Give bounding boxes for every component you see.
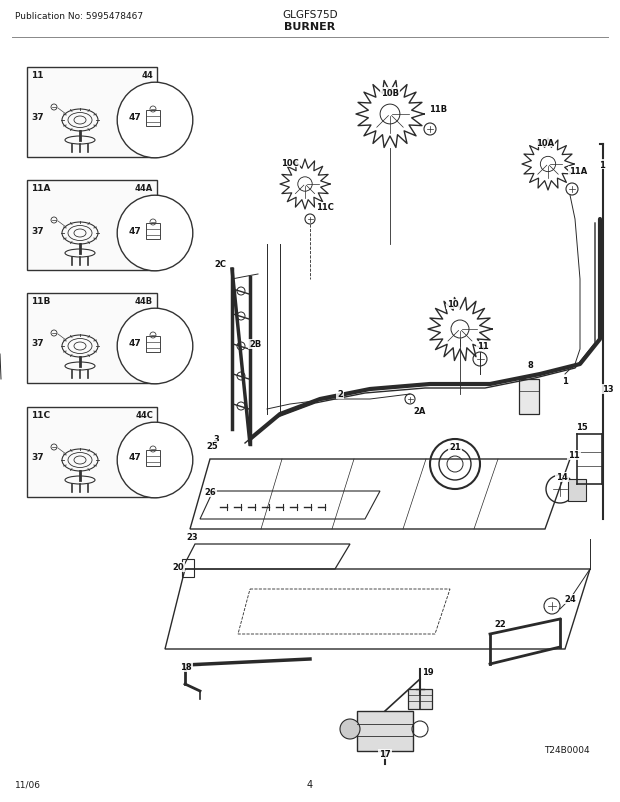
Circle shape — [237, 288, 245, 296]
Circle shape — [117, 423, 193, 498]
Bar — [27, 294, 157, 383]
Bar — [357, 711, 413, 751]
Circle shape — [117, 83, 193, 159]
Text: 47: 47 — [129, 453, 142, 462]
Text: 13: 13 — [602, 385, 614, 394]
Bar — [27, 407, 157, 497]
Text: 11C: 11C — [316, 203, 334, 213]
Text: 1: 1 — [599, 160, 605, 169]
Bar — [27, 68, 157, 158]
Bar — [182, 559, 194, 577]
Text: 47: 47 — [129, 226, 142, 235]
Text: 8: 8 — [527, 361, 533, 370]
Text: 10: 10 — [447, 300, 459, 309]
Bar — [519, 379, 539, 415]
Bar — [146, 224, 160, 240]
Text: 11: 11 — [477, 342, 489, 351]
Text: 2: 2 — [337, 390, 343, 399]
Circle shape — [237, 373, 245, 380]
Text: T24B0004: T24B0004 — [544, 745, 590, 754]
Bar — [146, 451, 160, 467]
Text: 44A: 44A — [135, 184, 153, 192]
Text: 4: 4 — [307, 779, 313, 789]
Bar — [146, 111, 160, 127]
Text: 44: 44 — [141, 71, 153, 80]
Text: 11C: 11C — [31, 411, 50, 419]
Text: 20: 20 — [172, 563, 184, 572]
Text: 11A: 11A — [569, 168, 587, 176]
Text: 17: 17 — [379, 750, 391, 759]
Text: 11: 11 — [568, 451, 580, 460]
Text: 11A: 11A — [31, 184, 50, 192]
Text: 10C: 10C — [281, 158, 299, 168]
Text: 1: 1 — [562, 377, 568, 386]
Text: 47: 47 — [129, 339, 142, 348]
Text: 44B: 44B — [135, 297, 153, 306]
Text: 24: 24 — [564, 595, 576, 604]
Text: GLGFS75D: GLGFS75D — [282, 10, 338, 20]
Bar — [408, 689, 432, 709]
Text: 11/06: 11/06 — [15, 780, 41, 789]
Text: 37: 37 — [31, 113, 43, 123]
Circle shape — [237, 342, 245, 350]
Text: 21: 21 — [449, 443, 461, 452]
Text: 11: 11 — [31, 71, 43, 80]
Circle shape — [340, 719, 360, 739]
Text: 37: 37 — [31, 453, 43, 462]
Text: 15: 15 — [576, 423, 588, 432]
Text: 23: 23 — [186, 533, 198, 542]
Circle shape — [117, 196, 193, 271]
Text: 2B: 2B — [249, 340, 261, 349]
Bar — [27, 180, 157, 270]
Text: 26: 26 — [204, 488, 216, 497]
Bar — [146, 337, 160, 353]
Text: 3: 3 — [213, 435, 219, 444]
Text: 37: 37 — [31, 339, 43, 348]
Circle shape — [237, 313, 245, 321]
Text: 10A: 10A — [536, 138, 554, 148]
Circle shape — [117, 309, 193, 384]
Text: 22: 22 — [494, 620, 506, 629]
Text: 47: 47 — [129, 113, 142, 123]
Circle shape — [237, 403, 245, 411]
Text: 19: 19 — [422, 668, 434, 677]
Text: 2A: 2A — [414, 407, 426, 416]
Circle shape — [430, 439, 480, 489]
Text: 10B: 10B — [381, 88, 399, 97]
Text: 14: 14 — [556, 473, 568, 482]
Text: 11B: 11B — [429, 105, 447, 115]
Bar — [568, 480, 586, 501]
Text: BURNER: BURNER — [285, 22, 335, 32]
Text: 44C: 44C — [135, 411, 153, 419]
Text: 11B: 11B — [31, 297, 50, 306]
Text: 18: 18 — [180, 662, 192, 671]
Text: Publication No: 5995478467: Publication No: 5995478467 — [15, 12, 143, 21]
Text: 2C: 2C — [214, 260, 226, 269]
Text: 37: 37 — [31, 226, 43, 235]
Text: 25: 25 — [206, 442, 218, 451]
